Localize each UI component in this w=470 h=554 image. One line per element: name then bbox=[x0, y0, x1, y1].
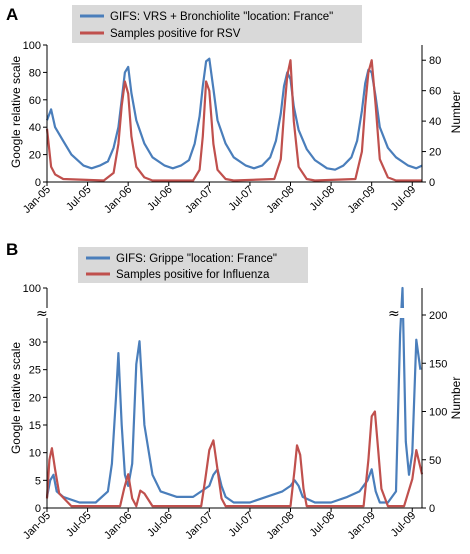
panel-b-y2tick-label: 200 bbox=[429, 310, 447, 322]
panel-b-ytick-label: 10 bbox=[29, 448, 41, 460]
panel-b-ylabel: Google relative scale bbox=[9, 342, 23, 454]
panel-a-legend-google: GIFS: VRS + Bronchiolite "location: Fran… bbox=[110, 11, 333, 23]
panel-b-y2tick-label: 150 bbox=[429, 358, 447, 370]
panel-b-legend-samples: Samples positive for Influenza bbox=[116, 269, 270, 281]
panel-a-left-ticks: 0 20 40 60 80 100 bbox=[23, 40, 47, 189]
panel-b-left-ticks: 0 5 10 15 20 25 30 100 bbox=[23, 283, 47, 515]
panel-a-x-ticks: Jan-05 Jul-05 Jan-06 Jul-06 Jan-07 Jul-07 Jan-… bbox=[21, 182, 419, 216]
panel-b-series-break-gap bbox=[391, 308, 405, 318]
panel-a-y2tick-label: 20 bbox=[429, 147, 441, 159]
panel-b: B GIFS: Grippe "location: France" Sample… bbox=[6, 240, 463, 542]
panel-b-xtick-label: Jan-07 bbox=[183, 510, 215, 542]
panel-a-y2tick-label: 60 bbox=[429, 86, 441, 98]
panel-a-xtick-label: Jan-07 bbox=[183, 184, 215, 216]
panel-a-xtick-label: Jan-09 bbox=[346, 184, 378, 216]
panel-b-samples-series-line bbox=[45, 410, 424, 508]
panel-b-y2tick-label: 100 bbox=[429, 407, 447, 419]
panel-b-xtick-label: Jul-05 bbox=[64, 510, 94, 540]
panel-a-ytick-label: 20 bbox=[29, 150, 41, 162]
panel-a-ytick-label: 40 bbox=[29, 122, 41, 134]
panel-a-google-series-line bbox=[45, 57, 423, 171]
panel-b-xtick-label: Jul-08 bbox=[308, 510, 338, 540]
panel-a-xtick-label: Jul-05 bbox=[64, 184, 94, 214]
panel-a-ytick-label: 80 bbox=[29, 67, 41, 79]
panel-a-xtick-label: Jul-07 bbox=[226, 184, 256, 214]
panel-b-xtick-label: Jul-07 bbox=[226, 510, 256, 540]
panel-b-google-series-line bbox=[45, 286, 422, 504]
panel-b-y2tick-label: 0 bbox=[429, 503, 435, 515]
panel-a-xtick-label: Jan-08 bbox=[264, 184, 296, 216]
panel-a-y2tick-label: 40 bbox=[429, 116, 441, 128]
panel-a-ytick-label: 100 bbox=[23, 40, 41, 52]
panel-a-ylabel: Google relative scale bbox=[9, 56, 23, 168]
panel-a-letter: A bbox=[6, 5, 18, 24]
panel-b-legend-bg bbox=[78, 247, 308, 283]
panel-a-lines bbox=[45, 57, 423, 182]
panel-a-legend-bg bbox=[72, 5, 362, 43]
panel-b-ytick-label: 0 bbox=[35, 503, 41, 515]
panel-b-legend-google: GIFS: Grippe "location: France" bbox=[116, 253, 277, 265]
panel-a-xtick-label: Jul-08 bbox=[308, 184, 338, 214]
panel-b-ytick-label: 30 bbox=[29, 337, 41, 349]
panel-b-lines bbox=[45, 286, 424, 508]
panel-a-xtick-label: Jul-09 bbox=[389, 184, 419, 214]
panel-a-right-ticks: 0 20 40 60 80 bbox=[422, 55, 441, 189]
panel-b-ytick-label: 5 bbox=[35, 475, 41, 487]
panel-b-series-axis-break: ≈ bbox=[388, 306, 400, 322]
panel-b-y2label: Number bbox=[449, 377, 463, 420]
panel-b-xtick-label: Jul-09 bbox=[389, 510, 419, 540]
panel-b-x-ticks: Jan-05 Jul-05 Jan-06 Jul-06 Jan-07 Jul-07 Jan-… bbox=[21, 508, 419, 542]
panel-b-y2tick-label: 50 bbox=[429, 455, 441, 467]
panel-b-ytick-label: 20 bbox=[29, 392, 41, 404]
panel-b-ytick-label: 25 bbox=[29, 365, 41, 377]
panel-a-ytick-label: 0 bbox=[35, 177, 41, 189]
panel-b-left-axis-gap bbox=[40, 308, 54, 318]
panel-a-legend-samples: Samples positive for RSV bbox=[110, 28, 241, 40]
panel-a-xtick-label: Jul-06 bbox=[145, 184, 175, 214]
panel-b-xtick-label: Jul-06 bbox=[145, 510, 175, 540]
panel-a-xtick-label: Jan-06 bbox=[102, 184, 134, 216]
panel-a-samples-series-line bbox=[45, 59, 422, 182]
panel-b-xtick-label: Jan-08 bbox=[264, 510, 296, 542]
panel-b-ytick-label: 15 bbox=[29, 420, 41, 432]
panel-b-xtick-label: Jan-06 bbox=[102, 510, 134, 542]
panel-a-ytick-label: 60 bbox=[29, 95, 41, 107]
panel-b-xtick-label: Jan-09 bbox=[346, 510, 378, 542]
panel-b-letter: B bbox=[6, 240, 18, 259]
panel-a-y2label: Number bbox=[449, 91, 463, 134]
panel-a: A GIFS: VRS + Bronchiolite "location: Fr… bbox=[6, 5, 463, 216]
panel-b-ytick-label: 100 bbox=[23, 283, 41, 295]
panel-b-right-ticks: 0 50 100 150 200 bbox=[422, 310, 447, 515]
panel-a-y2tick-label: 0 bbox=[429, 177, 435, 189]
panel-b-left-axis-break: ≈ bbox=[36, 306, 48, 322]
panel-a-y2tick-label: 80 bbox=[429, 55, 441, 67]
